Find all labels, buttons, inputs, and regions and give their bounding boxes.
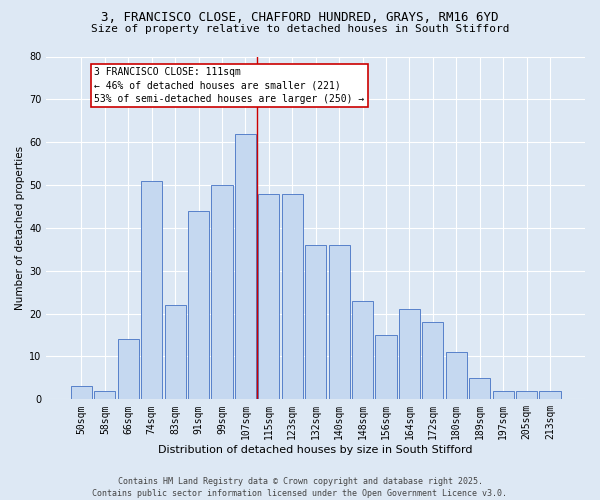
X-axis label: Distribution of detached houses by size in South Stifford: Distribution of detached houses by size … xyxy=(158,445,473,455)
Bar xyxy=(352,301,373,400)
Bar xyxy=(141,181,162,400)
Bar xyxy=(329,245,350,400)
Bar xyxy=(399,310,420,400)
Bar xyxy=(446,352,467,400)
Bar xyxy=(493,391,514,400)
Bar xyxy=(282,194,303,400)
Bar xyxy=(118,340,139,400)
Bar xyxy=(235,134,256,400)
Bar xyxy=(516,391,537,400)
Bar xyxy=(376,335,397,400)
Text: Contains HM Land Registry data © Crown copyright and database right 2025.
Contai: Contains HM Land Registry data © Crown c… xyxy=(92,476,508,498)
Bar xyxy=(259,194,280,400)
Y-axis label: Number of detached properties: Number of detached properties xyxy=(15,146,25,310)
Bar xyxy=(71,386,92,400)
Bar xyxy=(469,378,490,400)
Bar xyxy=(188,211,209,400)
Bar xyxy=(211,185,233,400)
Bar xyxy=(539,391,560,400)
Bar xyxy=(94,391,115,400)
Bar xyxy=(422,322,443,400)
Bar xyxy=(164,305,185,400)
Text: Size of property relative to detached houses in South Stifford: Size of property relative to detached ho… xyxy=(91,24,509,34)
Bar xyxy=(305,245,326,400)
Text: 3, FRANCISCO CLOSE, CHAFFORD HUNDRED, GRAYS, RM16 6YD: 3, FRANCISCO CLOSE, CHAFFORD HUNDRED, GR… xyxy=(101,11,499,24)
Text: 3 FRANCISCO CLOSE: 111sqm
← 46% of detached houses are smaller (221)
53% of semi: 3 FRANCISCO CLOSE: 111sqm ← 46% of detac… xyxy=(94,67,365,104)
